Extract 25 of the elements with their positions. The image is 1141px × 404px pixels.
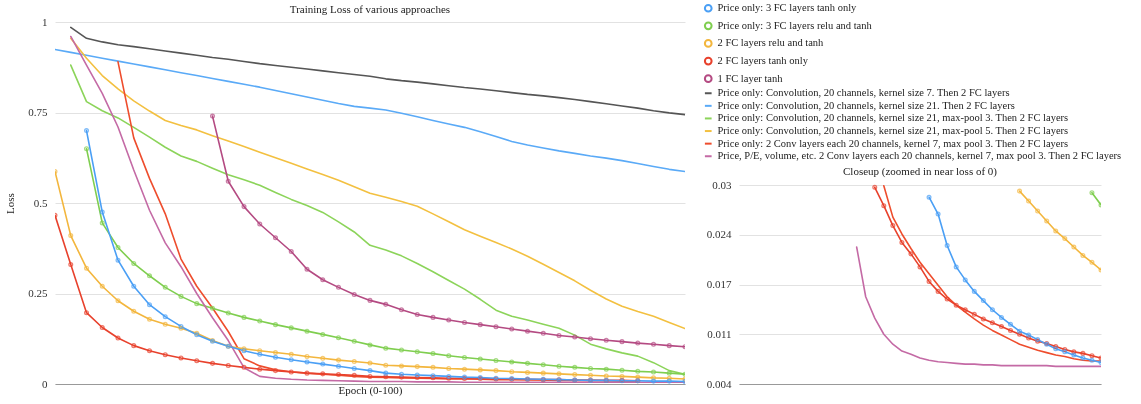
legend-label: Price only: 2 Conv layers each 20 channels, kernel 7, max pool 3. Then 2 FC layers <box>717 137 1069 149</box>
y-tick-label: 0.5 <box>33 196 48 209</box>
legend-label: Price only: Convolution, 20 channels, kernel size 21, max-pool 3. Then 2 FC layers <box>717 112 1069 124</box>
legend-label: 2 FC layers tanh only <box>717 55 809 67</box>
y-tick-label: 0.011 <box>707 327 732 340</box>
y-tick-label: 0.024 <box>706 228 732 241</box>
y-axis-title: Loss <box>4 193 17 214</box>
x-axis-title: Epoch (0-100) <box>338 383 403 397</box>
y-tick-label: 0.25 <box>28 287 48 299</box>
legend-label: Price only: Convolution, 20 channels, kernel size 7. Then 2 FC layers <box>717 87 1010 99</box>
y-tick-label: 0.75 <box>28 106 48 118</box>
legend-label: Price only: Convolution, 20 channels, kernel size 21, max-pool 5. Then 2 FC layers <box>717 125 1069 137</box>
y-tick-label: 0.017 <box>706 278 732 290</box>
legend-label: Price only: Convolution, 20 channels, kernel size 21. Then 2 FC layers <box>717 99 1015 111</box>
legend-label: Price only: 3 FC layers relu and tanh <box>717 19 873 31</box>
legend-label: 2 FC layers relu and tanh <box>717 37 825 49</box>
y-tick-label: 0.03 <box>712 178 732 191</box>
y-tick-label: 0 <box>42 377 48 390</box>
chart-title: Closeup (zoomed in near loss of 0) <box>843 165 998 178</box>
legend-label: Price only: 3 FC layers tanh only <box>717 2 858 14</box>
legend-label: Price, P/E, volume, etc. 2 Conv layers each 20 channels, kernel 7, max pool 3. Then 2 FC layers <box>717 150 1122 162</box>
legend-label: 1 FC layer tanh <box>717 72 784 84</box>
y-tick-label: 0.004 <box>706 377 732 390</box>
y-tick-label: 1 <box>42 15 48 28</box>
chart-title: Training Loss of various approaches <box>289 3 451 15</box>
